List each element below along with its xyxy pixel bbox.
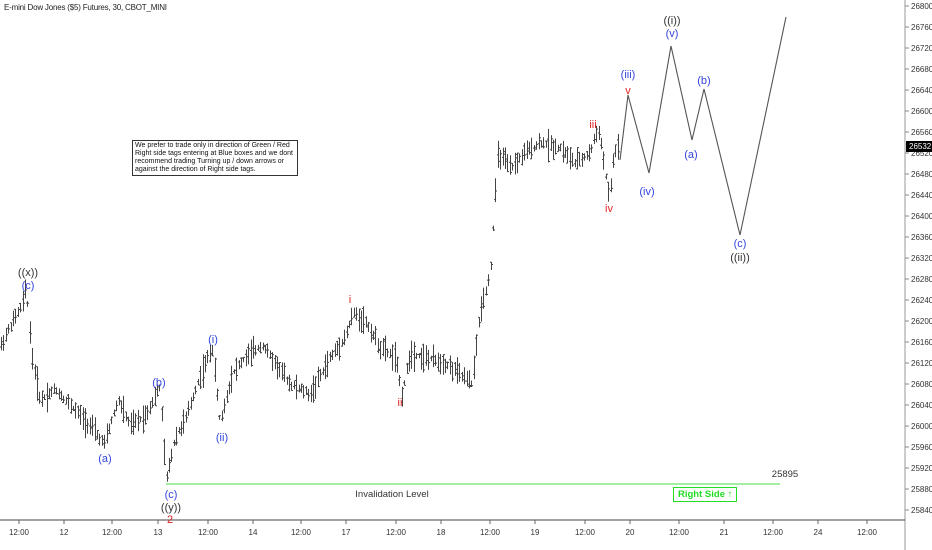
svg-text:12: 12 [60, 528, 69, 537]
svg-text:25960: 25960 [911, 443, 932, 452]
wave-label: ((ii)) [730, 252, 750, 264]
svg-text:13: 13 [154, 528, 163, 537]
svg-text:25920: 25920 [911, 464, 932, 473]
svg-text:12:00: 12:00 [386, 528, 407, 537]
right-side-tag: Right Side ↑ [673, 487, 738, 502]
time-axis[interactable]: 12:00 12 12:00 13 12:00 14 12:00 17 12:00 18 12:00… [9, 520, 878, 537]
svg-text:26320: 26320 [911, 254, 932, 263]
wave-label: (a) [684, 149, 697, 161]
svg-text:18: 18 [437, 528, 446, 537]
svg-text:26440: 26440 [911, 191, 932, 200]
invalidation-label: Invalidation Level [355, 489, 428, 500]
svg-text:12:00: 12:00 [198, 528, 219, 537]
svg-text:12:00: 12:00 [102, 528, 123, 537]
right-side-label: Right Side [678, 489, 725, 500]
svg-text:26520: 26520 [911, 149, 932, 158]
wave-label: ((i)) [663, 15, 680, 27]
svg-text:17: 17 [342, 528, 351, 537]
price-axis[interactable]: 26800 26760 26720 26680 26640 26600 26560 26520… [905, 2, 932, 515]
wave-label: i [349, 294, 351, 306]
svg-text:20: 20 [626, 528, 635, 537]
last-price-tag: 26532 [906, 141, 932, 152]
wave-label: (a) [98, 453, 111, 465]
wave-label: ((x)) [18, 267, 38, 279]
svg-text:26280: 26280 [911, 275, 932, 284]
wave-label: ii [398, 397, 403, 409]
wave-label: ((y)) [161, 502, 181, 514]
svg-text:26040: 26040 [911, 401, 932, 410]
svg-text:26400: 26400 [911, 212, 932, 221]
svg-text:26640: 26640 [911, 86, 932, 95]
svg-text:26720: 26720 [911, 44, 932, 53]
svg-text:26240: 26240 [911, 296, 932, 305]
svg-text:12:00: 12:00 [575, 528, 596, 537]
wave-label: iv [605, 203, 613, 215]
svg-text:26160: 26160 [911, 338, 932, 347]
svg-text:26760: 26760 [911, 23, 932, 32]
wave-label: (ii) [216, 432, 228, 444]
svg-text:12:00: 12:00 [480, 528, 501, 537]
wave-labels: ((x))(c)(a)(b)(c)((y))2(i)(ii)iiiiiiivv(… [18, 15, 750, 526]
wave-label: (c) [165, 489, 178, 501]
wave-label: v [625, 85, 631, 97]
chart-title: E-mini Dow Jones ($5) Futures, 30, CBOT_… [4, 3, 167, 12]
svg-text:12:00: 12:00 [857, 528, 878, 537]
svg-text:25840: 25840 [911, 506, 932, 515]
arrow-up-icon: ↑ [727, 489, 733, 500]
wave-label: (iv) [639, 186, 654, 198]
projection-path [619, 16, 787, 236]
wave-label: (c) [22, 280, 35, 292]
svg-text:26120: 26120 [911, 359, 932, 368]
wave-label: 2 [167, 514, 173, 526]
wave-label: (b) [697, 75, 710, 87]
svg-text:26200: 26200 [911, 317, 932, 326]
svg-text:26800: 26800 [911, 2, 932, 11]
svg-text:21: 21 [720, 528, 729, 537]
invalidation-value: 25895 [772, 469, 798, 480]
wave-label: (v) [666, 28, 679, 40]
wave-label: (c) [734, 238, 747, 250]
svg-text:26000: 26000 [911, 422, 932, 431]
wave-label: iii [589, 119, 596, 131]
svg-text:19: 19 [531, 528, 540, 537]
svg-text:12:00: 12:00 [669, 528, 690, 537]
svg-text:26360: 26360 [911, 233, 932, 242]
svg-text:25880: 25880 [911, 485, 932, 494]
wave-label: (b) [152, 377, 165, 389]
svg-text:12:00: 12:00 [291, 528, 312, 537]
svg-text:24: 24 [814, 528, 823, 537]
svg-text:12:00: 12:00 [763, 528, 784, 537]
svg-text:12:00: 12:00 [9, 528, 30, 537]
ohlc-bars [0, 125, 620, 482]
svg-text:26080: 26080 [911, 380, 932, 389]
wave-label: (i) [208, 334, 218, 346]
trading-note: We prefer to trade only in direction of … [132, 140, 298, 176]
svg-text:26680: 26680 [911, 65, 932, 74]
svg-text:26480: 26480 [911, 170, 932, 179]
wave-label: (iii) [621, 69, 636, 81]
svg-text:14: 14 [249, 528, 258, 537]
svg-text:26600: 26600 [911, 107, 932, 116]
svg-text:26560: 26560 [911, 128, 932, 137]
